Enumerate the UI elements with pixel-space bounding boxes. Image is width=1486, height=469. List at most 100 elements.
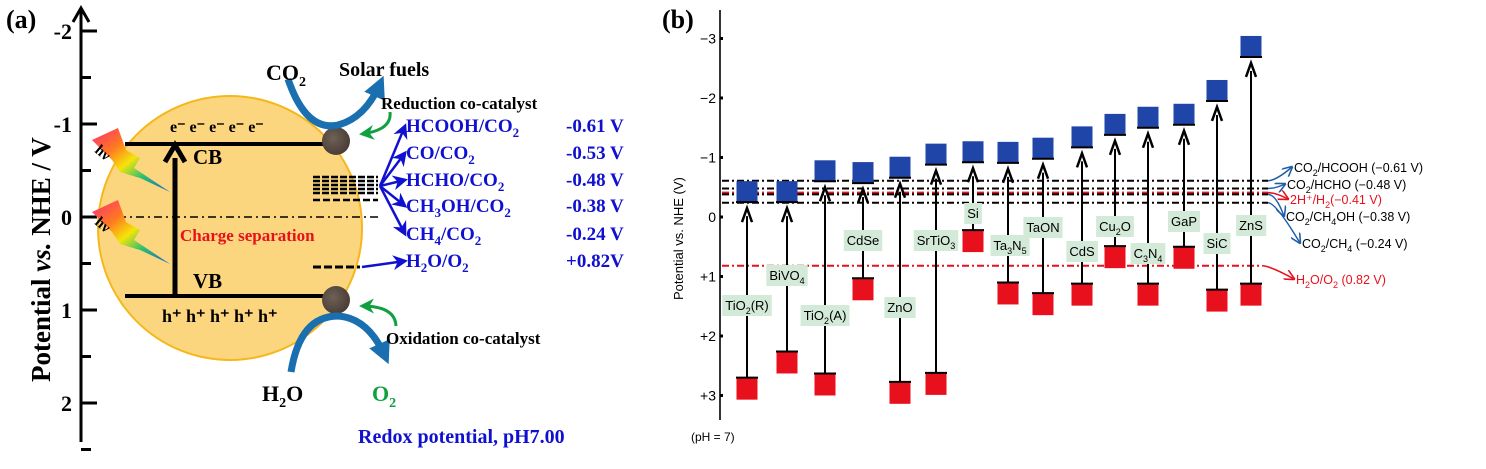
material-label-bg [884,297,916,318]
excitation-arrowhead-icon [966,164,980,183]
material-label: Ta3N5 [993,238,1026,256]
panel-b: (b) −3−2−10+1+2+3 Potential vs. NHE (V) … [662,5,1423,444]
reference-label: CO2/HCHO (−0.48 V) [1287,178,1406,195]
material-label-bg [1023,217,1063,238]
b-y-tick [720,37,723,40]
b-y-tick [720,96,723,100]
redox-couple-label: CO/CO2 [406,143,475,167]
vb-square [1206,289,1228,312]
material-label: Si [967,206,979,221]
cb-square [736,181,758,203]
redox-couple-potential: -0.61 V [566,116,624,137]
cb-square [1173,103,1195,125]
material-label-bg [1203,233,1231,254]
vb-square [852,278,874,301]
material-label: ZnO [887,300,912,315]
panel-a-label: (a) [6,5,36,34]
b-y-tick [720,334,723,338]
vb-square [1104,246,1126,269]
redox-couple-potential: -0.38 V [566,196,624,217]
redox-couple-potential: -0.53 V [566,143,624,164]
reduction-cocatalyst [322,127,350,155]
material-label-bg [1167,211,1201,232]
vb-square [736,377,758,400]
excitation-arrowhead-icon [856,185,870,204]
material-label: TiO2(A) [804,308,847,326]
vb-square [814,373,836,396]
b-y-tick-label: 0 [708,209,716,225]
b-y-tick-label: +1 [700,269,716,285]
b-y-axis-title: Potential vs. NHE (V) [671,177,686,300]
vb-square [1032,293,1054,316]
reference-arrow [1267,193,1284,216]
excitation-arrowhead-icon [1036,160,1050,180]
cb-label: CB [193,145,222,169]
co2-reactant: CO2 [266,60,306,90]
material-CdS: CdS [1066,126,1098,306]
material-label: GaP [1171,214,1197,229]
co2-reduction-curve-arrow [284,75,385,130]
redox-couple-potential: -0.24 V [566,224,624,245]
material-label-bg [722,295,772,316]
o2-product: O2 [372,381,396,411]
material-label: ZnS [1239,218,1263,233]
vb-square [997,282,1019,305]
reference-arrow [1267,201,1300,243]
material-label-bg [1096,216,1134,237]
cb-square [814,160,836,182]
y-axis-title: Potential vs. NHE / V [26,137,56,382]
b-y-axis-ticks: −3 −2 −1 0 +1 +2 +3 [700,31,723,404]
b-y-tick [720,394,723,397]
material-ZnS: ZnS [1236,35,1267,306]
oxidation-cocatalyst-pointer [359,298,398,327]
material-C3N4: C3N4 [1130,106,1166,306]
couple-arrow [379,150,407,187]
material-label: TaON [1026,220,1059,235]
material-label-bg [766,265,808,286]
couple-arrow [379,175,408,191]
material-label: Cu2O [1099,219,1131,237]
material-label: SiC [1207,236,1228,251]
material-label: BiVO4 [769,268,804,286]
excitation-arrowhead-icon [1210,103,1224,122]
reduction-cocatalyst-pointer [359,111,392,140]
y-tick-label: 1 [61,298,72,323]
reference-label: CO2/CH4 (−0.24 V) [1302,237,1408,254]
cb-square [776,181,798,203]
y-axis-ticks: -3-2-10123 [54,19,97,451]
reference-arrow [1267,167,1292,182]
material-ZnO: ZnO [884,156,916,404]
b-y-tick [720,156,723,159]
oxidation-cocatalyst-label: Oxidation co-catalyst [386,329,541,348]
panel-a: (a) -3-2-10123 Potential vs. NHE / V CB … [6,4,624,451]
cb-square [1104,113,1126,135]
b-y-tick-label: +2 [700,328,716,344]
reference-arrow [1267,193,1288,199]
cb-square [1206,79,1228,101]
reference-label: CO2/CH4OH (−0.38 V) [1286,210,1410,227]
material-TiO2(R): TiO2(R) [722,181,772,400]
cb-square [1071,126,1093,148]
excitation-arrowhead-icon [162,140,188,164]
excitation-arrowhead-icon [929,166,943,186]
material-label-bg [843,230,883,251]
excitation-arrowhead-icon [818,183,832,202]
cb-square [925,143,947,165]
vb-square [1173,246,1195,269]
material-label-bg [1236,215,1267,236]
material-label: TiO2(R) [725,298,769,316]
water-oxidation-curve-arrow [287,312,390,373]
y-axis-arrow-icon [71,4,91,23]
redox-footer: Redox potential, pH7.00 [358,426,565,448]
vb-square [962,230,984,253]
materials: TiO2(R)BiVO4 TiO2(A) CdSe ZnO SrTiO3 Si Ta3N5T… [722,35,1267,404]
material-label: CdSe [847,233,880,248]
couple-arrow [361,255,408,271]
couple-arrow [378,185,407,237]
excitation-arrowhead-icon [1075,149,1089,168]
vb-square [889,381,911,404]
material-label-bg [800,305,850,326]
vb-square [776,351,798,374]
material-label-bg [1130,243,1166,264]
